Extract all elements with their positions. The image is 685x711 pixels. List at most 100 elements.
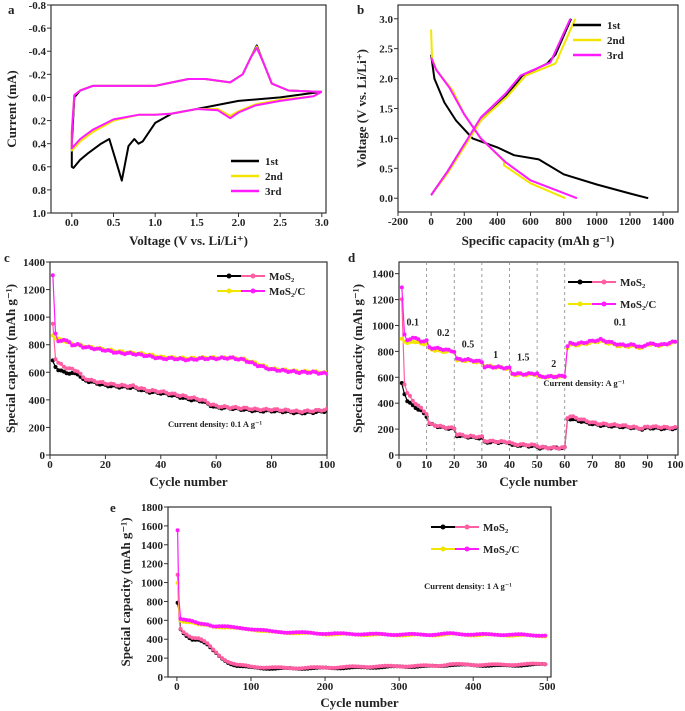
y-tick-label: 1200 xyxy=(141,559,164,571)
data-point xyxy=(267,665,272,670)
rate-label: 0.5 xyxy=(462,339,475,350)
data-point xyxy=(463,632,468,637)
legend-label: MoS₂ xyxy=(269,271,295,283)
data-point xyxy=(142,386,147,391)
data-point xyxy=(383,663,388,668)
data-point xyxy=(350,664,355,669)
data-point xyxy=(416,403,421,408)
plot-area xyxy=(50,273,327,416)
x-axis-label: Cycle number xyxy=(499,474,578,489)
x-tick-label: 10 xyxy=(421,459,433,471)
data-point xyxy=(199,637,204,642)
panel-label: a xyxy=(8,2,15,17)
y-tick-label: 1.0 xyxy=(32,208,46,220)
data-point xyxy=(338,665,343,670)
panel-label: c xyxy=(4,250,10,265)
data-point xyxy=(507,663,512,667)
y-tick-label: 1.5 xyxy=(379,104,393,116)
plot-frame xyxy=(50,4,327,214)
data-point xyxy=(261,665,266,670)
y-tick-label: 0.4 xyxy=(32,139,46,151)
data-point xyxy=(50,321,55,326)
data-point xyxy=(480,631,485,636)
data-point xyxy=(400,664,405,669)
data-point xyxy=(53,331,58,336)
data-point xyxy=(350,632,355,637)
annotation-current-density: Current density: 1 A g⁻¹ xyxy=(424,581,512,591)
data-point xyxy=(300,630,305,635)
y-axis-label: Special capacity (mAh g⁻¹) xyxy=(3,284,18,433)
data-point xyxy=(537,661,542,666)
data-point xyxy=(386,632,390,637)
data-point xyxy=(255,627,260,632)
data-point xyxy=(427,633,432,638)
x-tick-label: 20 xyxy=(100,459,112,471)
data-point xyxy=(418,632,423,637)
data-point xyxy=(513,632,518,637)
data-point xyxy=(231,625,236,630)
data-point xyxy=(466,662,470,667)
data-point xyxy=(261,628,266,632)
data-point xyxy=(469,662,473,667)
data-point xyxy=(175,572,180,577)
data-point xyxy=(320,632,325,636)
y-tick-label: 0.6 xyxy=(32,162,46,174)
data-point xyxy=(246,627,251,632)
data-point xyxy=(243,626,248,631)
data-point xyxy=(359,632,364,637)
data-point xyxy=(288,630,293,635)
data-point xyxy=(279,630,284,635)
data-point xyxy=(178,616,183,621)
data-point xyxy=(247,407,252,412)
data-point xyxy=(368,631,373,636)
data-point xyxy=(371,631,376,636)
data-point xyxy=(362,664,367,669)
data-point xyxy=(534,633,539,638)
data-point xyxy=(249,627,254,632)
data-point xyxy=(519,632,524,637)
data-point xyxy=(78,371,83,376)
data-point xyxy=(543,633,548,638)
data-point xyxy=(516,662,521,667)
y-tick-label: 0.0 xyxy=(32,92,46,104)
data-point xyxy=(498,633,503,638)
data-point xyxy=(403,632,408,637)
data-point xyxy=(223,658,227,663)
data-point xyxy=(276,665,281,670)
y-tick-label: 0.8 xyxy=(32,185,46,197)
data-point xyxy=(507,365,512,370)
data-point xyxy=(50,273,55,278)
data-point xyxy=(347,631,352,636)
x-tick-label: -200 xyxy=(388,216,409,228)
data-point xyxy=(273,629,278,634)
data-point xyxy=(415,663,420,668)
data-point xyxy=(562,445,567,450)
panel-a: a 0.0 0.5 1.0 1.5 2.0 2.5 3.0 -0.8 -0.6 -0.4 -0.2 0.… xyxy=(4,0,329,248)
y-tick-label: 0.0 xyxy=(379,193,393,205)
data-point xyxy=(451,631,456,636)
data-point xyxy=(439,663,444,668)
data-point xyxy=(457,632,462,637)
data-point xyxy=(408,400,412,405)
data-point xyxy=(226,624,230,629)
panel-b: b -200 0 200 400 600 800 1000 1200 1400 0.0 0.5 1.0 1… xyxy=(354,2,679,248)
x-tick-label: 40 xyxy=(504,459,516,471)
data-point xyxy=(214,650,219,655)
x-tick-label: 200 xyxy=(456,216,473,228)
y-tick-label: 1600 xyxy=(141,521,164,533)
plot-frame xyxy=(167,506,552,678)
data-point xyxy=(208,644,213,649)
data-point xyxy=(492,632,497,637)
data-point xyxy=(202,639,207,644)
y-tick-label: 200 xyxy=(29,422,46,434)
data-point xyxy=(75,369,80,374)
data-point xyxy=(317,631,322,636)
data-point xyxy=(317,665,322,670)
data-point xyxy=(267,628,272,633)
data-point xyxy=(184,618,189,622)
data-point xyxy=(285,630,290,635)
data-point xyxy=(525,632,530,637)
data-point xyxy=(562,374,567,379)
data-point xyxy=(326,631,331,636)
data-point xyxy=(377,664,382,669)
